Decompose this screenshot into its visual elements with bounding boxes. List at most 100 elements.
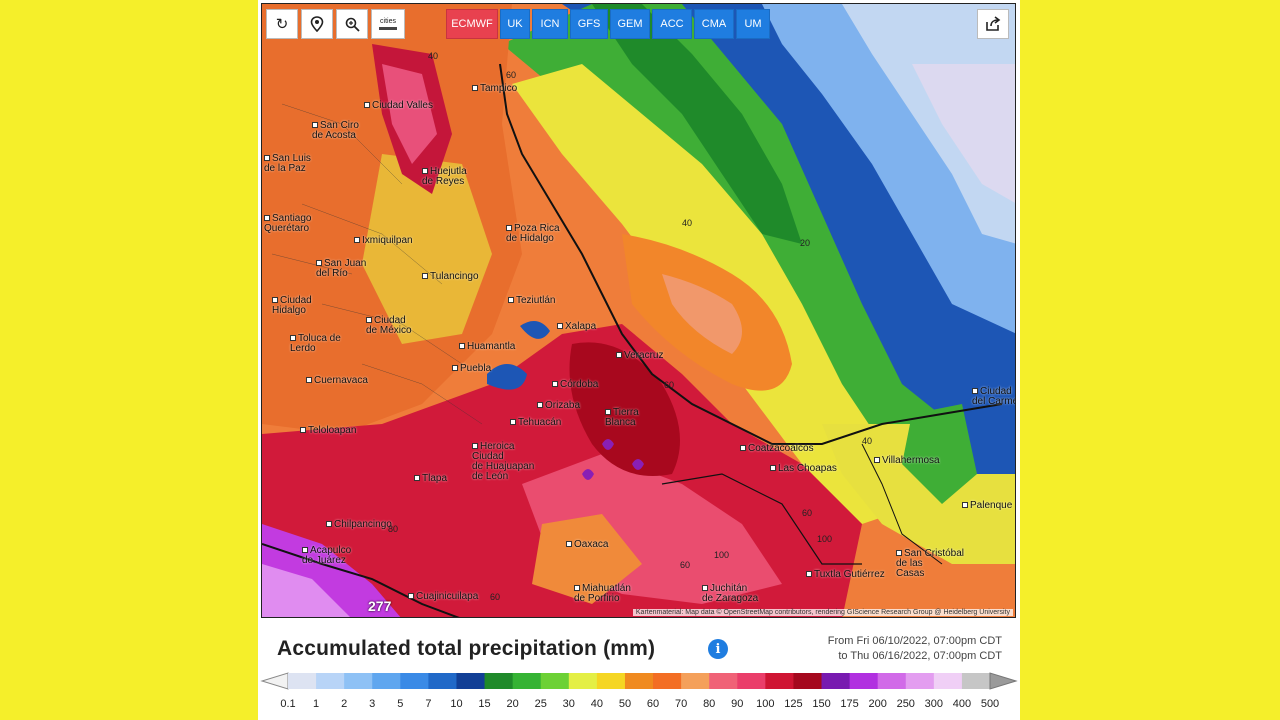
city-label: Villahermosa [874, 456, 940, 466]
peak-value-marker: 277 [368, 598, 392, 614]
city-label: Puebla [452, 364, 491, 374]
scale-swatch [877, 673, 907, 689]
scale-arrow-high [989, 672, 1018, 690]
city-label: San Juan del Río [316, 258, 367, 279]
contour-label: 60 [490, 592, 501, 602]
contour-label: 40 [428, 51, 439, 61]
scale-tick-label: 10 [450, 698, 463, 710]
scale-swatch [344, 673, 373, 689]
tab-um[interactable]: UM [736, 9, 770, 39]
city-label: Juchitán de Zaragoza [702, 583, 759, 604]
cities-toggle-icon[interactable]: cities [371, 9, 405, 39]
contour-label: 100 [714, 550, 730, 560]
ocean-lavender [912, 64, 1015, 203]
tab-gem[interactable]: GEM [610, 9, 650, 39]
city-label: Palenque [962, 501, 1012, 511]
city-label: San Luis de la Paz [264, 153, 311, 174]
city-label: San Ciro de Acosta [312, 120, 359, 141]
date-from: From Fri 06/10/2022, 07:00pm CDT [827, 635, 1002, 647]
scale-swatch [624, 673, 654, 689]
city-label: Teloloapan [300, 426, 356, 436]
scale-tick-label: 500 [980, 698, 1000, 710]
city-label: Cuernavaca [306, 376, 368, 386]
scale-tick-label: 3 [369, 698, 376, 710]
city-label: Chilpancingo [326, 520, 392, 530]
legend-title: Accumulated total precipitation (mm) [277, 637, 656, 660]
cities-toggle-label: cities [380, 18, 396, 25]
scale-swatch [568, 673, 598, 689]
tab-ecmwf[interactable]: ECMWF [446, 9, 498, 39]
scale-tick-label: 125 [784, 698, 803, 710]
north-pink-pocket [382, 64, 437, 164]
location-pin-icon[interactable] [301, 9, 333, 39]
city-label: Ciudad Hidalgo [272, 295, 312, 316]
city-label: Heroica Ciudad de Huajuapan de León [472, 441, 535, 482]
pacific-violet [262, 564, 350, 617]
tab-gfs[interactable]: GFS [570, 9, 608, 39]
map-attribution: Kartenmaterial: Map data © OpenStreetMap… [632, 609, 1013, 616]
tab-uk[interactable]: UK [500, 9, 530, 39]
date-to: to Thu 06/16/2022, 07:00pm CDT [838, 650, 1002, 662]
tab-icn[interactable]: ICN [532, 9, 568, 39]
scale-swatch [596, 673, 626, 689]
city-label: Tampico [472, 84, 517, 94]
city-label: Las Choapas [770, 464, 837, 474]
info-icon[interactable]: i [708, 639, 728, 659]
gulf-orange-pink [662, 274, 742, 354]
city-label: Miahuatlán de Porfirio [574, 583, 631, 604]
gulf-coastline [499, 63, 1003, 445]
scale-swatch [653, 673, 682, 689]
scale-swatch [849, 673, 879, 689]
scale-swatch [456, 673, 486, 689]
scale-tick-label: 100 [756, 698, 775, 710]
city-label: Huejutla de Reyes [422, 166, 467, 187]
city-label: Coatzacoalcos [740, 444, 814, 454]
tab-acc[interactable]: ACC [652, 9, 692, 39]
scale-tick-label: 90 [731, 698, 744, 710]
date-range: From Fri 06/10/2022, 07:00pm CDT to Thu … [828, 634, 1002, 664]
city-label: San Cristóbal de las Casas [896, 548, 965, 579]
city-label: Veracruz [616, 351, 663, 361]
map-panel: ↻ cities ECMWF UK ICN GFS GEM ACC CMA UM… [258, 0, 1020, 720]
scale-tick-label: 60 [646, 698, 660, 710]
zoom-icon[interactable] [336, 9, 368, 39]
city-label: Santiago Querétaro [264, 213, 312, 234]
contour-label: 60 [506, 70, 517, 80]
contour-label: 60 [664, 380, 675, 390]
west-yellow-speckle [362, 154, 492, 344]
scale-swatch [709, 673, 738, 689]
city-label: Córdoba [552, 380, 598, 390]
color-scale-bar [260, 672, 1018, 690]
contour-label: 40 [682, 218, 693, 228]
scale-tick-label: 25 [534, 698, 547, 710]
scale-tick-label: 30 [562, 698, 575, 710]
scale-arrow-low [260, 672, 289, 690]
refresh-icon[interactable]: ↻ [266, 9, 298, 39]
city-label: Orizaba [537, 401, 580, 411]
contour-label: 60 [680, 560, 691, 570]
scale-swatch [821, 673, 851, 689]
scale-tick-label: 1 [313, 698, 320, 710]
map-canvas[interactable] [262, 4, 1016, 618]
scale-tick-label: 250 [896, 698, 915, 710]
scale-tick-label: 200 [868, 698, 887, 710]
scale-swatch [793, 673, 823, 689]
scale-tick-label: 5 [397, 698, 404, 710]
precipitation-map[interactable]: ↻ cities ECMWF UK ICN GFS GEM ACC CMA UM… [261, 3, 1016, 618]
scale-tick-label: 70 [674, 698, 688, 710]
city-label: Ixmiquilpan [354, 236, 413, 246]
city-label: Tlapa [414, 474, 447, 484]
scale-tick-label: 50 [618, 698, 632, 710]
scale-tick-label: 15 [478, 698, 491, 710]
state-border [661, 473, 862, 565]
city-label: Poza Rica de Hidalgo [506, 223, 560, 244]
city-label: Huamantla [459, 342, 515, 352]
city-label: Tierra Blanca [605, 407, 639, 428]
city-label: Tuxtla Gutiérrez [806, 570, 885, 580]
scale-swatch [933, 673, 963, 689]
purple-cells [582, 439, 644, 480]
tab-cma[interactable]: CMA [694, 9, 734, 39]
city-label: Ciudad Valles [364, 101, 433, 111]
share-icon[interactable] [977, 9, 1009, 39]
ocean-pale-blue [842, 4, 1015, 244]
